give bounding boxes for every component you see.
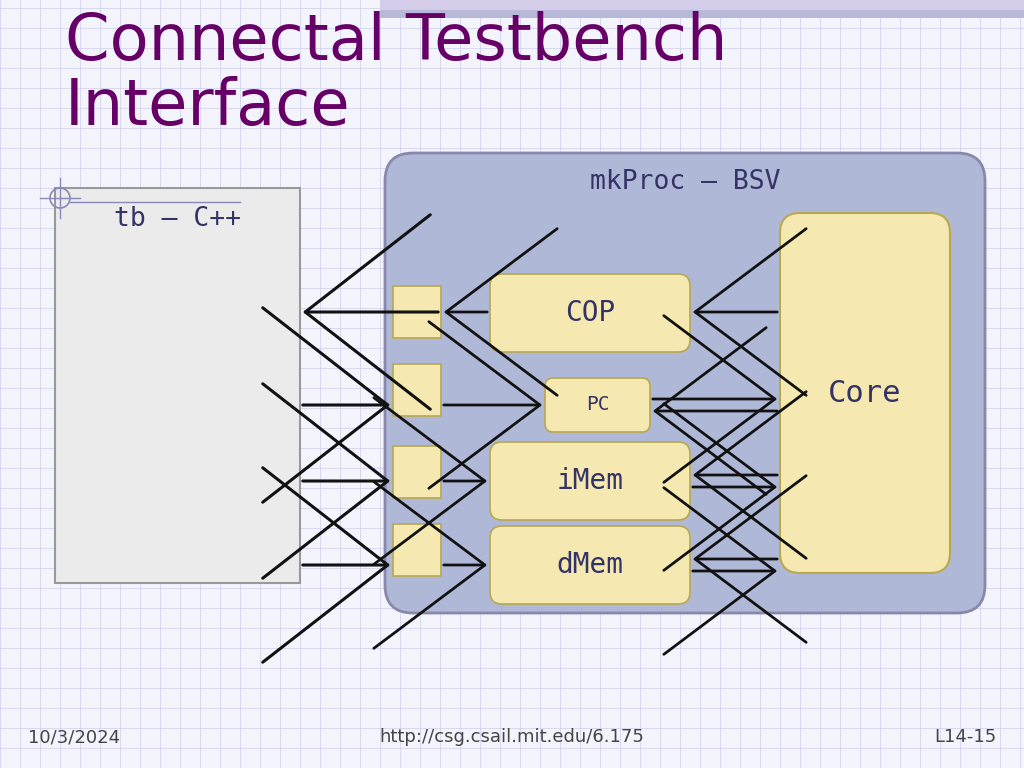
Text: tb – C++: tb – C++ xyxy=(114,206,241,232)
FancyBboxPatch shape xyxy=(780,213,950,573)
Bar xyxy=(55,188,300,583)
Bar xyxy=(393,446,441,498)
Bar xyxy=(380,0,1024,18)
FancyBboxPatch shape xyxy=(545,378,650,432)
Bar xyxy=(393,286,441,338)
Text: 10/3/2024: 10/3/2024 xyxy=(28,728,120,746)
Text: COP: COP xyxy=(565,299,615,327)
FancyBboxPatch shape xyxy=(490,442,690,520)
Bar xyxy=(393,364,441,416)
Text: Core: Core xyxy=(828,379,902,408)
Text: iMem: iMem xyxy=(556,467,624,495)
Text: Connectal Testbench: Connectal Testbench xyxy=(65,11,727,73)
Text: L14-15: L14-15 xyxy=(934,728,996,746)
Text: http://csg.csail.mit.edu/6.175: http://csg.csail.mit.edu/6.175 xyxy=(380,728,644,746)
FancyBboxPatch shape xyxy=(490,274,690,352)
Bar xyxy=(380,0,1024,10)
Text: dMem: dMem xyxy=(556,551,624,579)
Text: mkProc – BSV: mkProc – BSV xyxy=(590,169,780,195)
Bar xyxy=(393,524,441,576)
Text: PC: PC xyxy=(586,396,609,415)
FancyBboxPatch shape xyxy=(490,526,690,604)
Text: Interface: Interface xyxy=(65,76,350,138)
FancyBboxPatch shape xyxy=(385,153,985,613)
